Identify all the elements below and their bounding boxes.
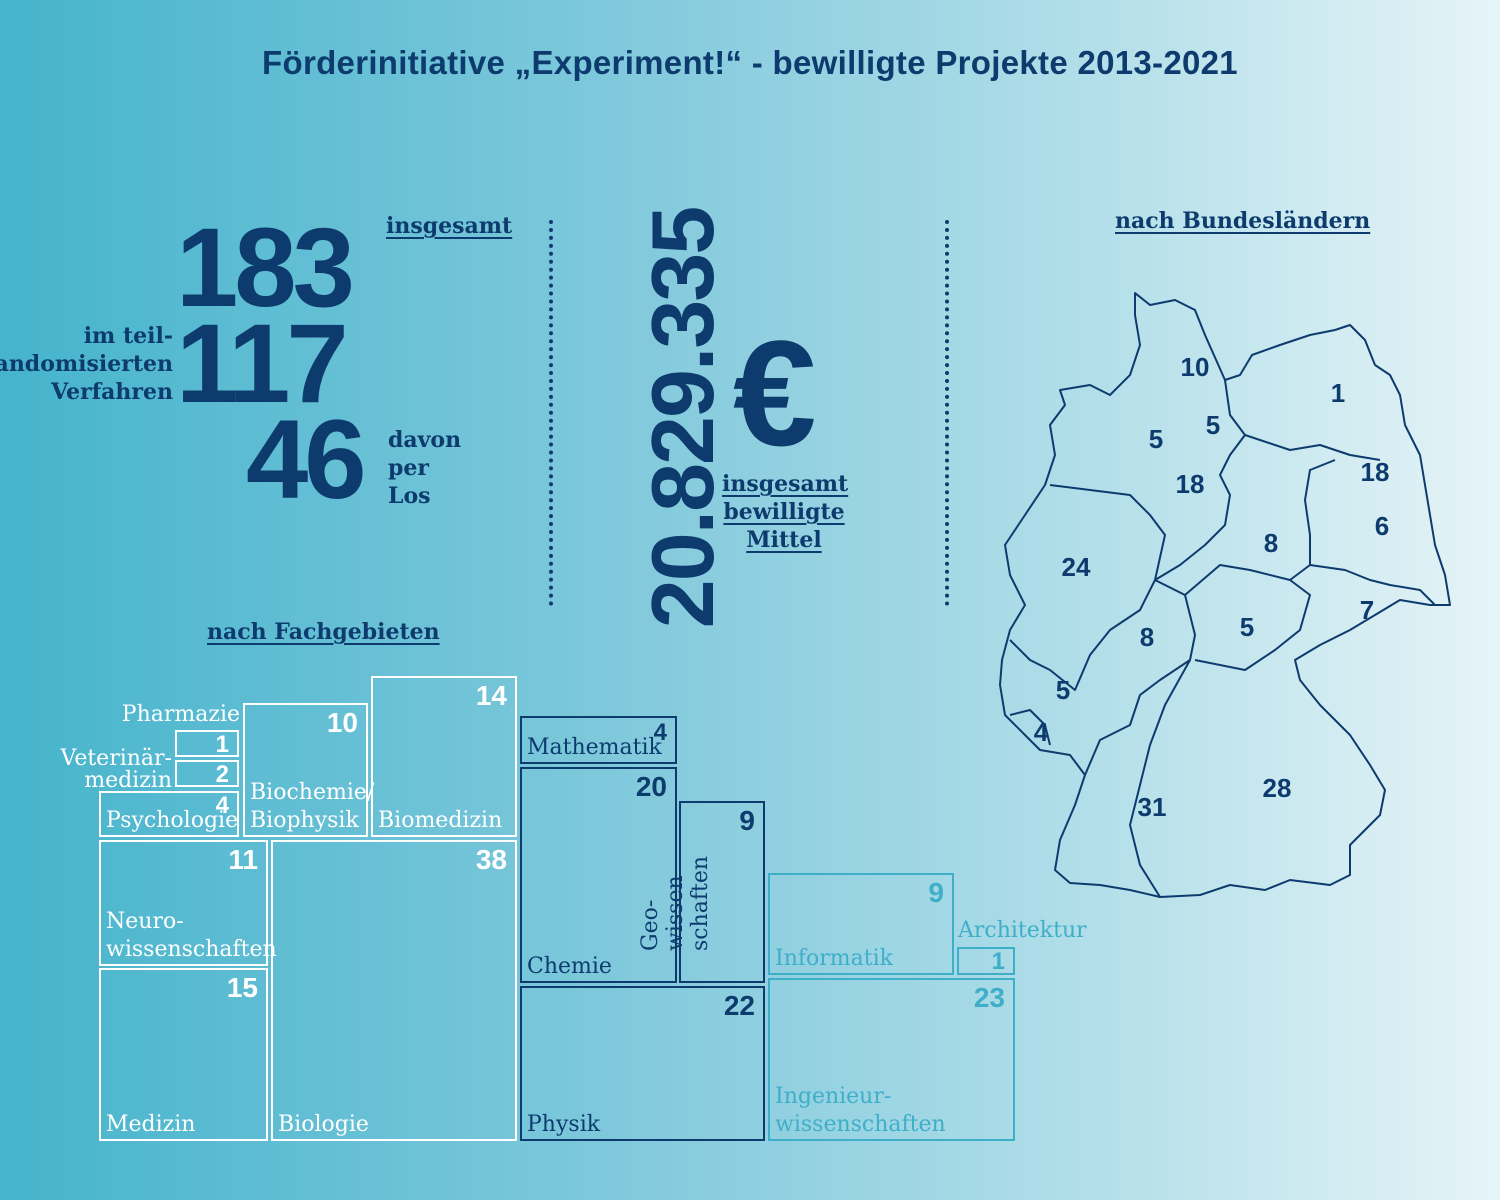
field-box-veterinaer: 2	[175, 760, 239, 787]
field-value-biochemie: 10	[326, 707, 358, 738]
field-label-veterinaer: Veterinär- medizin	[60, 746, 172, 793]
field-box-biochemie: 10 Biochemie/ Biophysik	[243, 703, 374, 837]
field-box-chemie: 20 Chemie	[520, 767, 677, 983]
field-value-architektur: 1	[991, 948, 1005, 975]
map-border-th	[1184, 564, 1311, 671]
field-name-biomedizin: Biomedizin	[378, 808, 503, 833]
state-value-rp: 5	[1055, 675, 1071, 705]
field-box-ingenieur: 23 Ingenieur- wissenschaften	[768, 978, 1015, 1141]
field-box-physik: 22 Physik	[520, 986, 765, 1141]
states-heading: nach Bundesländern	[1115, 208, 1371, 234]
state-value-hh: 5	[1205, 410, 1221, 440]
field-box-informatik: 9 Informatik	[768, 873, 954, 975]
field-value-medizin: 15	[226, 972, 258, 1003]
state-value-by: 28	[1262, 773, 1292, 803]
state-value-bb: 6	[1374, 511, 1390, 541]
partial-number: 117	[176, 301, 349, 426]
field-name-neuro: Neuro- wissenschaften	[106, 909, 277, 962]
field-name-biochemie: Biochemie/ Biophysik	[250, 780, 375, 833]
page-title: Förderinitiative „Experiment!“ - bewilli…	[262, 44, 1238, 81]
map-border-by	[1129, 659, 1191, 898]
total-label: insgesamt	[386, 213, 513, 239]
state-value-st: 8	[1263, 528, 1279, 558]
field-name-mathematik: Mathematik	[527, 735, 662, 760]
field-value-biologie: 38	[475, 844, 507, 875]
total-number: 183	[176, 205, 355, 330]
partial-label: im teil- randomisierten Verfahren	[0, 323, 173, 405]
separator-left	[549, 220, 553, 606]
fields-heading: nach Fachgebieten	[207, 619, 440, 645]
field-box-geo: 9 Geo- wissen- schaften	[638, 801, 765, 983]
field-value-psychologie: 4	[215, 792, 229, 819]
state-value-ni: 18	[1175, 469, 1205, 499]
field-box-medizin: 15 Medizin	[99, 968, 268, 1141]
field-name-biologie: Biologie	[278, 1112, 369, 1137]
field-box-psychologie: 4 Psychologie	[99, 791, 239, 837]
state-value-mv: 1	[1330, 378, 1346, 408]
field-box-architektur: 1	[957, 947, 1015, 975]
state-value-hb: 5	[1148, 424, 1164, 454]
field-value-biomedizin: 14	[475, 680, 507, 711]
state-value-th: 5	[1239, 612, 1255, 642]
map-outline-country	[999, 292, 1451, 898]
field-box-biologie: 38 Biologie	[271, 840, 517, 1141]
state-value-sl: 4	[1033, 717, 1049, 747]
field-label-pharmazie: Pharmazie	[121, 702, 240, 727]
field-value-ingenieur: 23	[973, 982, 1005, 1013]
field-name-medizin: Medizin	[106, 1112, 196, 1137]
field-name-psychologie: Psychologie	[106, 808, 239, 833]
state-value-sh: 10	[1180, 352, 1210, 382]
field-value-informatik: 9	[928, 877, 944, 908]
field-value-physik: 22	[723, 990, 755, 1021]
field-label-architektur: Architektur	[958, 918, 1087, 943]
separator-right	[945, 220, 949, 606]
state-value-bw: 31	[1137, 792, 1167, 822]
lottery-label: davon per Los	[388, 427, 462, 509]
map-border-bb	[1304, 459, 1336, 565]
germany-map: 10 1 5 5 18 18 6 8 24 8 5 7 5 4 31 28	[990, 285, 1460, 915]
funding-label: insgesamt bewilligte Mittel	[722, 471, 849, 553]
field-value-chemie: 20	[635, 771, 667, 802]
field-box-mathematik: 4 Mathematik	[520, 716, 677, 764]
euro-sign: €	[733, 309, 817, 477]
field-value-veterinaer: 2	[215, 761, 229, 788]
germany-map-outline	[999, 292, 1451, 898]
field-name-physik: Physik	[527, 1112, 601, 1137]
field-value-neuro: 11	[228, 844, 258, 875]
map-border-sl	[1009, 709, 1051, 746]
field-value-mathematik: 4	[653, 719, 667, 746]
lottery-number: 46	[246, 397, 367, 522]
field-value-pharmazie: 1	[215, 731, 229, 758]
field-box-neuro: 11 Neuro- wissenschaften	[99, 840, 277, 966]
field-name-chemie: Chemie	[527, 954, 612, 979]
field-name-informatik: Informatik	[775, 946, 893, 971]
field-name-ingenieur: Ingenieur- wissenschaften	[775, 1084, 946, 1137]
map-border-he	[1084, 579, 1196, 776]
state-value-be: 18	[1360, 457, 1390, 487]
field-name-geo: Geo- wissen- schaften	[638, 855, 713, 951]
map-border-ew	[1244, 434, 1381, 461]
state-value-nw: 24	[1061, 552, 1091, 582]
map-border-ns	[1154, 379, 1246, 581]
field-value-geo: 9	[739, 805, 755, 836]
funding-amount: 20.829.335	[633, 207, 732, 629]
state-value-he: 8	[1139, 622, 1155, 652]
map-border-we	[1009, 484, 1166, 691]
state-value-sn: 7	[1359, 595, 1375, 625]
field-box-pharmazie: 1	[175, 730, 239, 757]
field-box-biomedizin: 14 Biomedizin	[371, 676, 517, 837]
